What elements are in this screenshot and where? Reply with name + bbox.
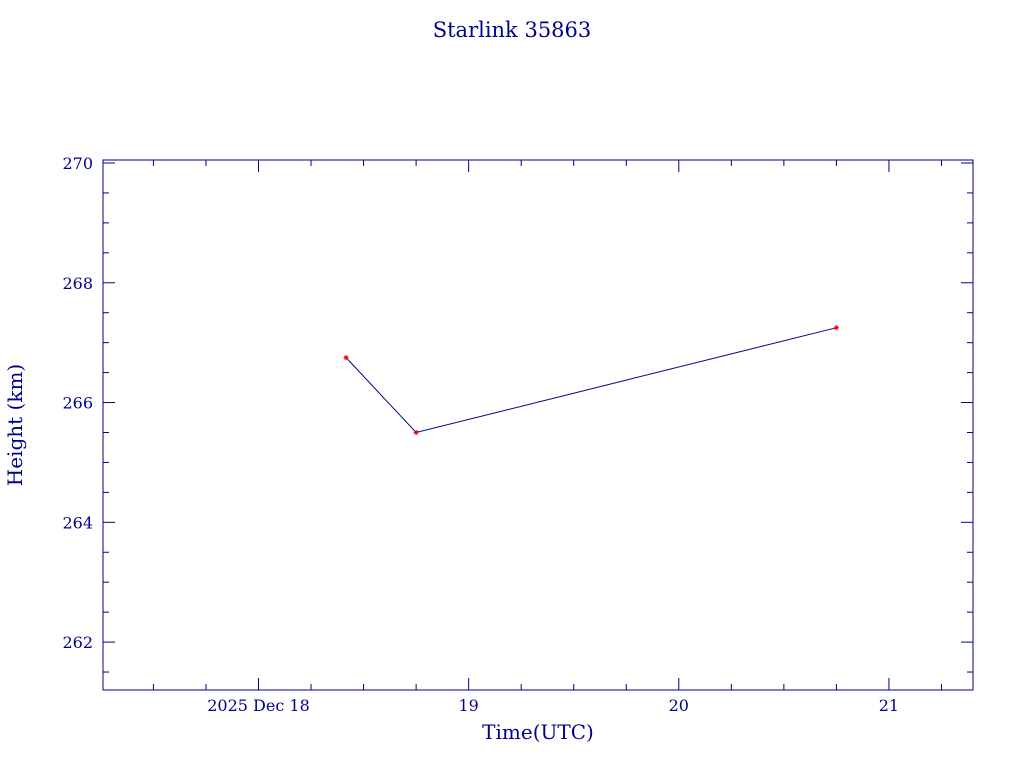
data-point-marker	[833, 325, 839, 331]
y-tick-label: 270	[62, 154, 93, 173]
x-axis-ticks: 2025 Dec 18 19 20 21	[152, 160, 942, 715]
series-group	[343, 325, 839, 435]
y-tick-label: 262	[62, 633, 93, 652]
data-point-marker	[343, 355, 349, 361]
data-point-marker	[413, 429, 419, 435]
chart-title: Starlink 35863	[433, 18, 592, 42]
y-tick-label: 264	[62, 513, 93, 532]
x-tick-label: 19	[458, 696, 478, 715]
y-axis-ticks: 262 264 266 268 270	[62, 154, 973, 673]
x-tick-label: 21	[879, 696, 899, 715]
x-tick-label: 2025 Dec 18	[207, 696, 310, 715]
plot-frame	[102, 159, 974, 691]
y-tick-label: 268	[62, 274, 93, 293]
series-line	[345, 327, 837, 434]
x-axis-label: Time(UTC)	[482, 720, 594, 744]
y-axis-label: Height (km)	[3, 364, 27, 486]
y-tick-label: 266	[62, 394, 93, 413]
x-tick-label: 20	[669, 696, 689, 715]
